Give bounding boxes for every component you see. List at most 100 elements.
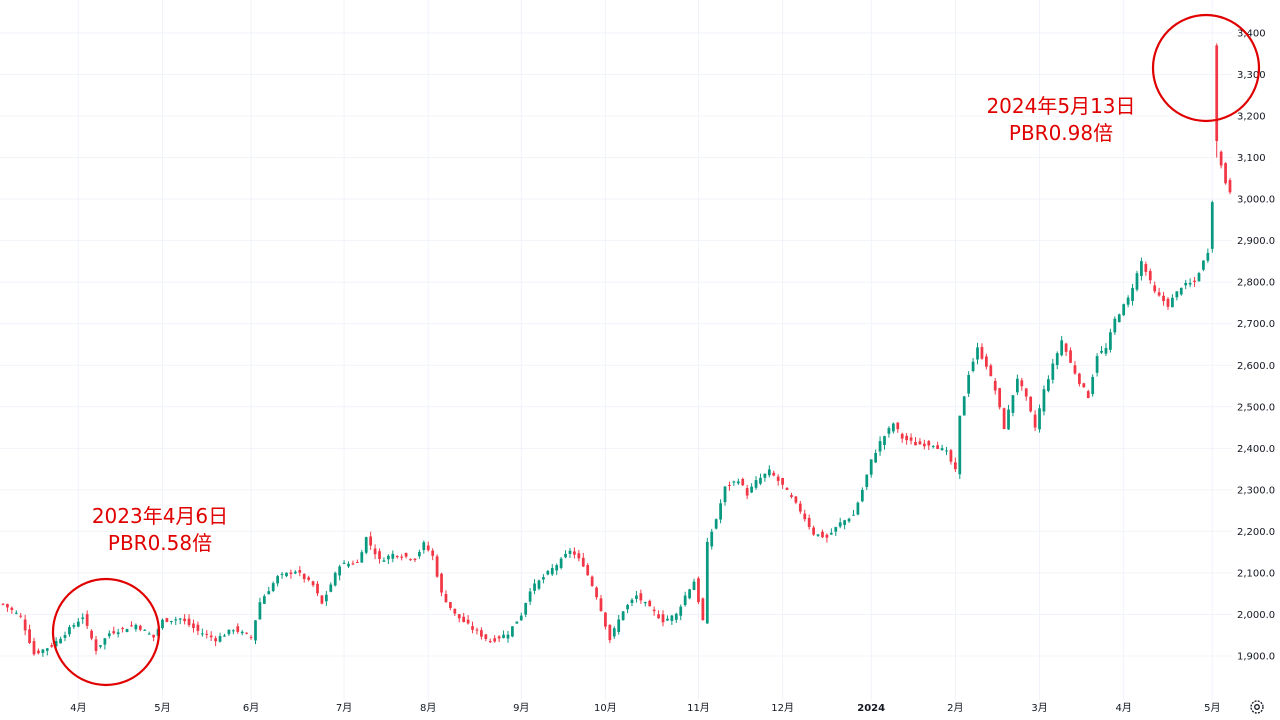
candle (754, 476, 758, 490)
candle (688, 588, 691, 600)
candle (302, 573, 306, 583)
candle (728, 481, 731, 491)
candle (205, 630, 209, 639)
candle (85, 610, 89, 630)
candle (147, 631, 151, 635)
candle (528, 587, 532, 606)
candle (967, 371, 971, 398)
candle (595, 586, 598, 600)
candle (293, 570, 297, 575)
candle (121, 626, 124, 633)
candle (1153, 281, 1157, 294)
candle (984, 353, 988, 370)
candle (922, 439, 926, 450)
candle (19, 612, 23, 619)
candle (488, 638, 492, 644)
candle (161, 618, 164, 630)
candle (1162, 291, 1165, 306)
candle (59, 636, 62, 644)
y-tick-label: 2,300.0 (1237, 485, 1275, 496)
candle (630, 597, 634, 607)
candle (214, 635, 217, 647)
candle (285, 572, 288, 578)
y-tick-label: 2,500.0 (1237, 402, 1275, 413)
candle (254, 620, 257, 645)
candle (1131, 283, 1134, 306)
candle (223, 633, 226, 637)
candle (918, 438, 922, 445)
candle (413, 558, 417, 563)
candle (1095, 353, 1099, 377)
candle (635, 590, 638, 603)
candle (643, 601, 647, 607)
candle (484, 633, 488, 642)
candle (192, 619, 195, 633)
candle (652, 606, 656, 616)
candle (240, 630, 244, 636)
candles (1, 43, 1232, 657)
candle (45, 647, 49, 656)
candle (369, 531, 373, 550)
candle (506, 630, 510, 643)
candle (533, 579, 536, 595)
candle (1086, 389, 1090, 399)
candle (116, 628, 120, 638)
candle (767, 465, 771, 478)
candle (134, 623, 138, 632)
candle (245, 632, 249, 635)
y-tick-label: 2,100.0 (1237, 568, 1275, 579)
candle (1024, 388, 1028, 401)
candle (776, 474, 780, 486)
candle (14, 610, 18, 615)
candle (258, 597, 262, 620)
x-tick-label: 7月 (336, 702, 352, 714)
candle (701, 597, 705, 621)
candle (679, 604, 683, 621)
candle (1144, 261, 1148, 276)
candle (200, 628, 204, 637)
candle (798, 500, 802, 514)
candle (351, 560, 355, 566)
candle (1038, 404, 1041, 433)
candle (342, 560, 346, 565)
candle (391, 550, 395, 563)
y-tick-label: 3,300 (1237, 70, 1266, 81)
candle (497, 635, 501, 642)
candle (440, 572, 443, 597)
candle (794, 495, 798, 505)
candle (790, 492, 793, 499)
x-tick-label: 9月 (513, 702, 529, 714)
annotation-text: 2024年5月13日 (986, 94, 1135, 118)
y-tick-label: 3,400 (1237, 29, 1266, 40)
gear-icon[interactable] (1249, 699, 1265, 715)
candle (218, 632, 222, 643)
candle (1126, 295, 1130, 308)
candle (612, 626, 616, 639)
x-tick-label: 6月 (243, 702, 259, 714)
candle (76, 617, 80, 628)
candle (37, 648, 40, 655)
candle (453, 608, 457, 617)
candle (364, 536, 368, 555)
candle (10, 606, 14, 614)
candle (617, 614, 621, 635)
candle (657, 610, 660, 619)
candle (763, 473, 767, 482)
candle (289, 569, 293, 579)
annotation-text: PBR0.98倍 (1009, 121, 1113, 145)
annotation-text: PBR0.58倍 (108, 531, 212, 555)
candle (183, 614, 186, 625)
candle (72, 622, 76, 629)
candle (444, 590, 448, 603)
y-tick-label: 2,600.0 (1237, 361, 1275, 372)
candle (165, 617, 169, 623)
annotation-circle (51, 577, 161, 687)
candle (81, 613, 85, 624)
candle (418, 549, 421, 559)
candle (1206, 248, 1210, 263)
x-tick-label: 5月 (1204, 702, 1220, 714)
candle (41, 648, 45, 657)
candle (1184, 279, 1188, 290)
candle (621, 611, 625, 621)
candle (683, 591, 687, 607)
